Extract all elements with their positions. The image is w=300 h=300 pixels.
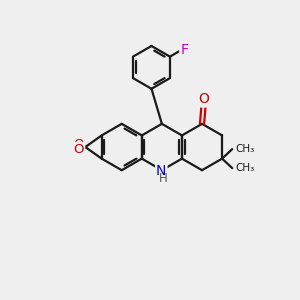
Text: F: F bbox=[180, 43, 188, 57]
Text: N: N bbox=[156, 164, 166, 178]
Text: H: H bbox=[159, 172, 167, 185]
Text: O: O bbox=[198, 92, 209, 106]
Text: CH₃: CH₃ bbox=[235, 144, 254, 154]
Text: O: O bbox=[74, 143, 84, 156]
Text: CH₃: CH₃ bbox=[235, 163, 254, 173]
Text: O: O bbox=[74, 138, 84, 151]
